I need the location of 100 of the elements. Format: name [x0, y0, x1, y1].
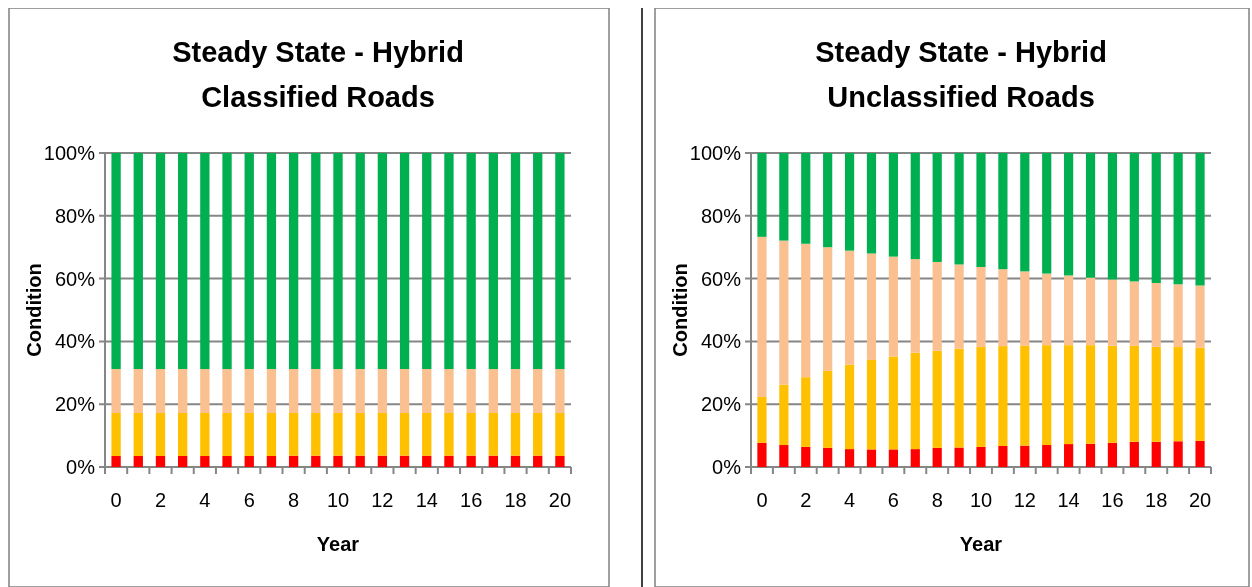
- bar: [422, 455, 432, 467]
- bar: [355, 455, 365, 467]
- bar: [133, 369, 143, 413]
- bar: [377, 455, 388, 467]
- bar: [888, 356, 898, 450]
- bar: [910, 153, 920, 260]
- bar: [333, 455, 343, 467]
- bar: [288, 369, 299, 413]
- bar: [510, 455, 521, 467]
- bar: [422, 369, 432, 413]
- bar: [998, 153, 1008, 270]
- bar: [998, 445, 1008, 467]
- bar: [244, 153, 254, 370]
- bar: [1173, 284, 1183, 348]
- bar: [200, 369, 210, 413]
- x-tick-label: 16: [1101, 489, 1124, 511]
- bar: [1129, 153, 1139, 282]
- bar: [244, 412, 254, 457]
- bar: [200, 153, 210, 370]
- bar: [1042, 345, 1052, 446]
- bar: [1085, 345, 1096, 444]
- bar: [155, 153, 166, 370]
- bar: [488, 455, 498, 467]
- bar: [1064, 444, 1074, 467]
- bar: [1151, 283, 1161, 347]
- bar: [1151, 346, 1161, 442]
- bar: [866, 449, 877, 467]
- chart-title: Steady State - Hybrid Unclassified Roads: [815, 36, 1107, 113]
- bar: [222, 153, 232, 370]
- bar: [555, 153, 565, 370]
- x-tick-label: 8: [288, 489, 300, 511]
- bar: [801, 153, 811, 244]
- x-tick-label: 4: [844, 489, 856, 511]
- bar: [801, 243, 811, 378]
- bar: [823, 370, 833, 448]
- bar: [844, 364, 855, 450]
- x-axis-title: Year: [959, 533, 1003, 555]
- bar: [932, 350, 942, 448]
- bar: [533, 153, 543, 370]
- bar: [1020, 445, 1030, 467]
- x-tick-label: 16: [460, 489, 483, 511]
- chart-title: Steady State - Hybrid Classified Roads: [172, 36, 464, 113]
- bar: [444, 455, 454, 467]
- bar: [932, 153, 942, 262]
- x-tick-label: 18: [504, 489, 527, 511]
- bar: [779, 153, 789, 241]
- bar: [244, 456, 254, 467]
- bar: [757, 236, 767, 397]
- y-tick-label: 80%: [700, 204, 742, 227]
- bar: [1107, 279, 1118, 346]
- bar: [200, 456, 210, 467]
- x-tick-label: 10: [326, 489, 350, 511]
- x-tick-label: 0: [110, 489, 122, 511]
- bar: [1085, 443, 1096, 467]
- y-tick-label: 0%: [712, 456, 742, 478]
- bar: [866, 153, 877, 254]
- x-tick-label: 12: [1013, 489, 1036, 511]
- bar: [954, 153, 964, 265]
- bar: [333, 369, 343, 413]
- bar: [422, 153, 432, 370]
- y-tick-label: 80%: [54, 204, 96, 227]
- bar: [488, 412, 498, 456]
- bar: [288, 455, 299, 467]
- x-tick-label: 20: [1188, 489, 1212, 511]
- bar: [1173, 347, 1183, 442]
- bar: [1020, 153, 1030, 272]
- x-tick-label: 6: [243, 489, 255, 511]
- bar: [510, 153, 521, 370]
- bar: [888, 449, 898, 467]
- x-tick-label: 8: [931, 489, 943, 511]
- bar: [1129, 441, 1139, 467]
- bar: [311, 412, 321, 456]
- bar: [133, 153, 143, 370]
- bar: [910, 259, 920, 353]
- bar: [311, 153, 321, 370]
- bar: [377, 412, 388, 456]
- x-tick-label: 4: [199, 489, 211, 511]
- bar: [266, 456, 277, 467]
- y-tick-label: 60%: [700, 267, 742, 290]
- bar: [133, 412, 143, 457]
- bar: [1064, 153, 1074, 276]
- bar: [533, 369, 543, 413]
- bar: [200, 412, 210, 457]
- x-axis-title: Year: [316, 533, 360, 555]
- bar: [1042, 153, 1052, 274]
- bar: [1085, 277, 1096, 346]
- bar: [976, 446, 986, 467]
- y-tick-label: 40%: [54, 330, 96, 353]
- bar: [311, 455, 321, 467]
- bar: [222, 412, 232, 457]
- bar: [757, 442, 767, 467]
- x-tick-label: 20: [548, 489, 572, 511]
- bar: [133, 456, 143, 467]
- x-tick-label: 12: [371, 489, 394, 511]
- bar: [555, 456, 565, 467]
- bar: [976, 153, 986, 267]
- y-tick-label: 60%: [54, 267, 96, 290]
- bar: [1085, 153, 1096, 278]
- bar: [222, 456, 232, 467]
- bar: [533, 455, 543, 467]
